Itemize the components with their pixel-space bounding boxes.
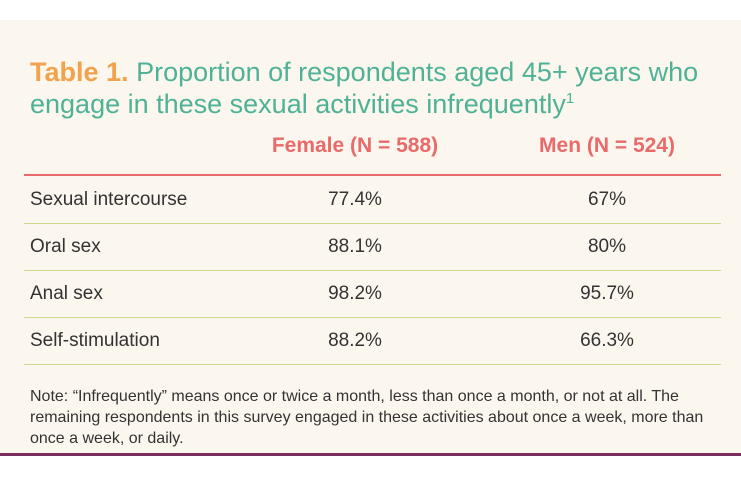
- men-value-cell: 80%: [587, 236, 627, 257]
- table-row: Self-stimulation 88.2% 66.3%: [24, 318, 721, 365]
- table-body: Sexual intercourse 77.4% 67% Oral sex 88…: [24, 177, 721, 365]
- table-title: Table 1. Proportion of respondents aged …: [30, 56, 730, 120]
- men-value-cell: 67%: [587, 189, 627, 210]
- table-row: Anal sex 98.2% 95.7%: [24, 271, 721, 318]
- table-label: Table 1.: [30, 57, 129, 87]
- footnote-marker: 1: [565, 90, 575, 107]
- table-card: Table 1. Proportion of respondents aged …: [0, 20, 741, 456]
- men-value-cell: 66.3%: [580, 330, 634, 351]
- activity-cell: Anal sex: [30, 283, 103, 304]
- activity-cell: Sexual intercourse: [30, 189, 188, 210]
- table-row: Sexual intercourse 77.4% 67%: [24, 177, 721, 224]
- table-row: Oral sex 88.1% 80%: [24, 224, 721, 271]
- column-header-men: Men (N = 524): [539, 134, 675, 157]
- female-value-cell: 88.1%: [328, 236, 382, 257]
- table-note: Note: “Infrequently” means once or twice…: [30, 388, 704, 447]
- men-value-cell: 95.7%: [580, 283, 634, 304]
- table-title-text: Proportion of respondents aged 45+ years…: [30, 57, 699, 119]
- female-value-cell: 98.2%: [328, 283, 382, 304]
- female-value-cell: 88.2%: [328, 330, 382, 351]
- activity-cell: Self-stimulation: [30, 330, 160, 351]
- column-header-female: Female (N = 588): [271, 134, 439, 157]
- activity-cell: Oral sex: [30, 236, 101, 257]
- female-value-cell: 77.4%: [328, 189, 382, 210]
- table-header-row: Female (N = 588) Men (N = 524): [24, 124, 721, 176]
